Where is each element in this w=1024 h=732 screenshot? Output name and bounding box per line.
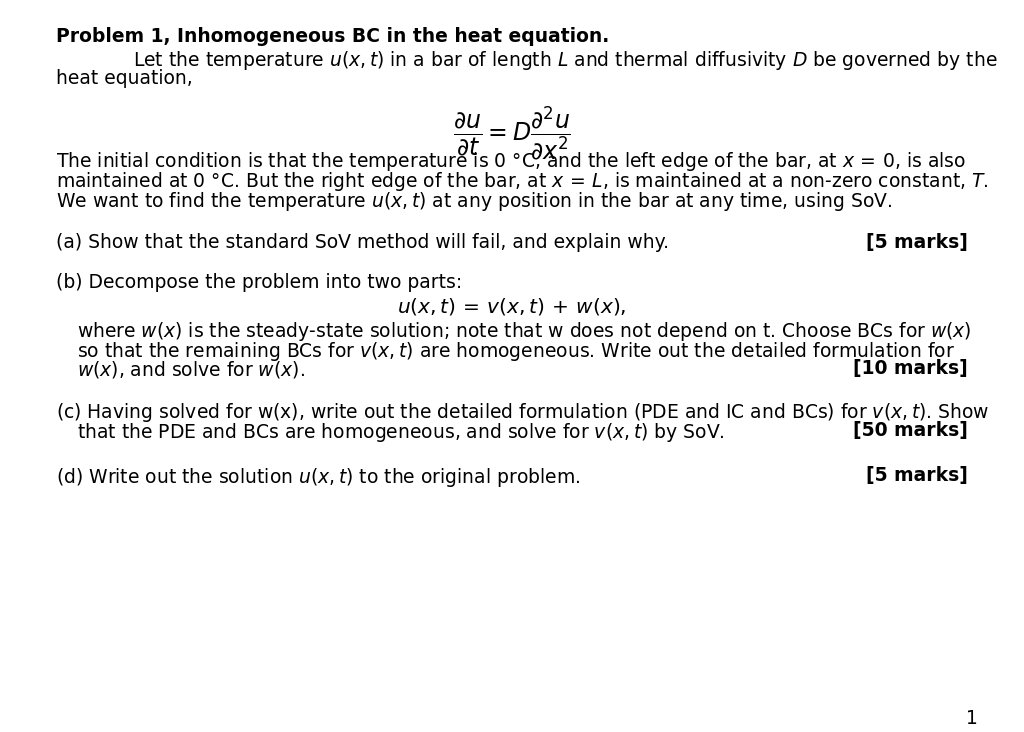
Text: maintained at 0 °C. But the right edge of the bar, at $x\, =\, L$, is maintained: maintained at 0 °C. But the right edge o… xyxy=(56,170,989,193)
Text: where $w(x)$ is the steady-state solution; note that w does not depend on t. Cho: where $w(x)$ is the steady-state solutio… xyxy=(77,320,972,343)
Text: (c) Having solved for w(x), write out the detailed formulation (PDE and IC and B: (c) Having solved for w(x), write out th… xyxy=(56,401,990,424)
Text: The initial condition is that the temperature is 0 °C, and the left edge of the : The initial condition is that the temper… xyxy=(56,150,967,173)
Text: so that the remaining BCs for $v(x, t)$ are homogeneous. Write out the detailed : so that the remaining BCs for $v(x, t)$ … xyxy=(77,340,954,362)
Text: (d) Write out the solution $u(x, t)$ to the original problem.: (d) Write out the solution $u(x, t)$ to … xyxy=(56,466,581,489)
Text: $w(x)$, and solve for $w(x)$.: $w(x)$, and solve for $w(x)$. xyxy=(77,359,305,381)
Text: Problem 1, Inhomogeneous BC in the heat equation.: Problem 1, Inhomogeneous BC in the heat … xyxy=(56,27,609,46)
Text: Let the temperature $u(x, t)$ in a bar of length $L$ and thermal diffusivity $D$: Let the temperature $u(x, t)$ in a bar o… xyxy=(133,49,997,72)
Text: heat equation,: heat equation, xyxy=(56,69,194,88)
Text: (b) Decompose the problem into two parts:: (b) Decompose the problem into two parts… xyxy=(56,273,463,292)
Text: (a) Show that the standard SoV method will fail, and explain why.: (a) Show that the standard SoV method wi… xyxy=(56,233,670,252)
Text: We want to find the temperature $u(x, t)$ at any position in the bar at any time: We want to find the temperature $u(x, t)… xyxy=(56,190,893,212)
Text: 1: 1 xyxy=(966,709,978,728)
Text: that the PDE and BCs are homogeneous, and solve for $v(x, t)$ by SoV.: that the PDE and BCs are homogeneous, an… xyxy=(77,421,725,444)
Text: $\dfrac{\partial u}{\partial t} = D\dfrac{\partial^2 u}{\partial x^2}$: $\dfrac{\partial u}{\partial t} = D\dfra… xyxy=(453,104,571,162)
Text: [10 marks]: [10 marks] xyxy=(853,359,968,378)
Text: [5 marks]: [5 marks] xyxy=(866,233,968,252)
Text: $u(x,t)\, =\, v(x,t)\, +\, w(x),$: $u(x,t)\, =\, v(x,t)\, +\, w(x),$ xyxy=(397,296,627,318)
Text: [5 marks]: [5 marks] xyxy=(866,466,968,485)
Text: [50 marks]: [50 marks] xyxy=(853,421,968,440)
